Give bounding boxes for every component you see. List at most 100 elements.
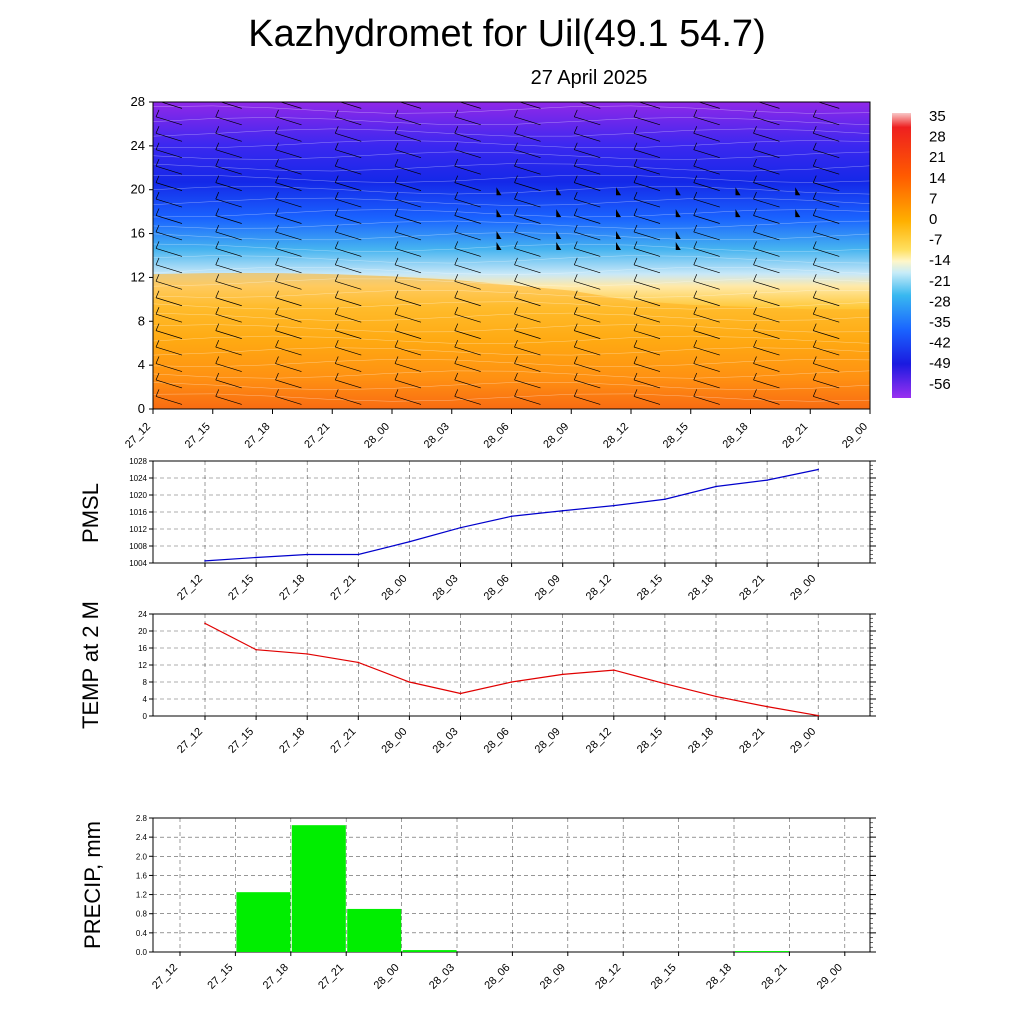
- x-tick-label: 28_21: [737, 573, 767, 603]
- wind-barb-staff: [215, 231, 242, 241]
- wind-barb-staff: [335, 149, 362, 159]
- wind-barb-feather: [633, 159, 638, 167]
- wind-barb: [812, 323, 840, 339]
- wind-barb-feather: [694, 93, 697, 100]
- wind-barb-feather: [454, 307, 459, 315]
- wind-barb: [275, 274, 302, 290]
- wind-barb-feather: [334, 290, 339, 298]
- colorbar-tick-label: 35: [929, 108, 946, 125]
- wind-barb-staff: [335, 264, 362, 274]
- wind-barb-staff: [633, 165, 661, 175]
- wind-barb-feather: [155, 208, 160, 216]
- wind-barb-feather: [155, 372, 160, 381]
- wind-barb: [155, 241, 183, 257]
- x-tick-label: 27_12: [175, 573, 205, 603]
- precip-bar: [236, 892, 291, 952]
- wind-barb-staff: [514, 231, 541, 241]
- wind-barb: [399, 102, 422, 109]
- wind-barb-feather: [634, 93, 637, 100]
- wind-barb-feather: [155, 175, 160, 183]
- wind-barb-feather: [275, 142, 279, 150]
- wind-barb: [215, 191, 242, 208]
- temp-point: [664, 682, 666, 685]
- wind-barb-feather: [334, 208, 339, 216]
- wind-barb: [215, 257, 242, 274]
- cross-section-panel: 0 4 8 12 16 20 24 28 27_12 27_15 27_18 27_21 28_00 2…: [123, 93, 871, 451]
- wind-barb: [633, 142, 661, 159]
- wind-barb-feather: [215, 159, 220, 167]
- wind-barb-staff: [335, 330, 362, 339]
- wind-barb-staff: [753, 182, 780, 191]
- wind-barb-staff: [693, 215, 720, 224]
- colorbar-tick-label: 7: [929, 190, 937, 207]
- precip-bar: [347, 908, 402, 952]
- colorbar-tick-label: -21: [929, 273, 951, 290]
- wind-barb-feather: [633, 257, 638, 265]
- wind-barb-staff: [275, 346, 302, 356]
- contour-line: [153, 278, 870, 287]
- wind-barb-feather: [394, 356, 399, 364]
- x-tick-label: 27_18: [277, 726, 307, 756]
- wind-barb: [215, 159, 242, 175]
- wind-barb-staff: [454, 264, 481, 274]
- wind-barb-feather: [753, 175, 757, 183]
- wind-barb-staff: [394, 248, 422, 257]
- wind-barb-staff: [633, 116, 661, 126]
- wind-barb-staff: [275, 149, 302, 159]
- wind-barb: [275, 307, 302, 323]
- wind-barb-staff: [693, 280, 720, 290]
- wind-barb-staff: [155, 182, 183, 191]
- precip-bar: [402, 950, 457, 952]
- temp-point: [510, 681, 513, 683]
- wind-barb: [693, 257, 720, 274]
- colorbar-tick-label: -35: [929, 314, 951, 331]
- wind-barb-staff: [633, 132, 661, 142]
- wind-barb: [155, 307, 183, 323]
- wind-barb-staff: [454, 116, 481, 126]
- y-tick-label: 2.8: [136, 814, 148, 823]
- wind-barb: [454, 323, 481, 339]
- wind-barb: [514, 372, 541, 389]
- wind-barb: [578, 102, 601, 109]
- wind-barb-feather: [573, 274, 578, 282]
- wind-barb: [693, 208, 720, 224]
- wind-barb-feather: [334, 356, 339, 364]
- wind-barb-staff: [394, 215, 422, 224]
- wind-barb-feather: [812, 208, 817, 216]
- wind-barb-staff: [275, 280, 302, 290]
- wind-barb: [394, 241, 422, 257]
- x-tick-label: 27_18: [277, 573, 307, 603]
- wind-barb-feather: [155, 241, 160, 249]
- wind-barb-feather: [394, 274, 399, 282]
- temp-point: [817, 714, 819, 717]
- wind-barb-staff: [813, 297, 840, 307]
- wind-barb: [753, 175, 780, 191]
- contour-line: [153, 301, 870, 310]
- pmsl-point: [204, 560, 206, 562]
- contour-line: [153, 105, 870, 114]
- pmsl-point: [408, 540, 411, 543]
- wind-barb-feather: [215, 389, 220, 397]
- wind-barb-feather: [334, 191, 339, 200]
- y-tick-label: 1020: [129, 491, 147, 500]
- wind-barb: [454, 356, 481, 372]
- wind-barb: [812, 257, 840, 274]
- wind-barb-feather: [155, 307, 160, 315]
- wind-barb-feather: [753, 290, 757, 298]
- wind-barb-feather: [693, 389, 698, 397]
- wind-barb: [334, 307, 362, 323]
- wind-barb: [633, 159, 661, 175]
- wind-barb: [693, 126, 720, 142]
- wind-barb-staff: [753, 280, 780, 290]
- wind-barb-feather: [812, 290, 817, 298]
- x-tick-label: 27_21: [316, 962, 346, 992]
- wind-barb-staff: [454, 280, 481, 290]
- wind-barb: [633, 241, 661, 257]
- y-tick-label: 4: [143, 695, 148, 704]
- wind-barb-staff: [335, 165, 362, 175]
- wind-barb-staff: [757, 102, 780, 109]
- wind-barb: [514, 257, 541, 274]
- precip-panel: PRECIP, mm 0.0 0.4 0.8 1.2 1.6 2.0 2.4 2.8 27_12…: [80, 814, 876, 992]
- wind-barb-feather: [753, 323, 757, 331]
- wind-barb-staff: [275, 165, 302, 175]
